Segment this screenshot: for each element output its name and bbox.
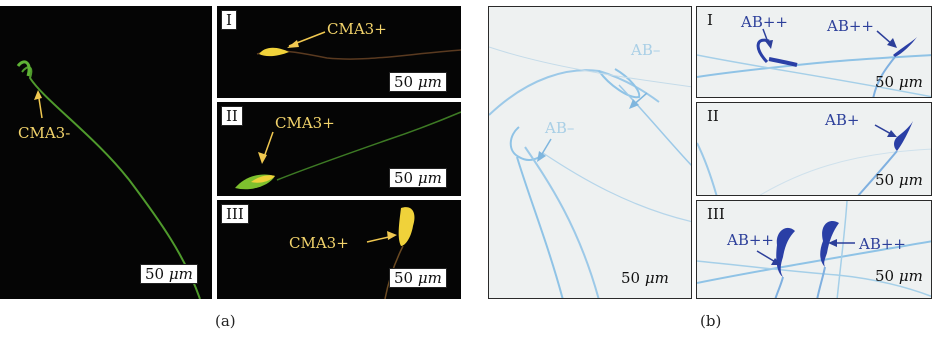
sperm-yellow-fluorescence: [256, 31, 461, 60]
ab-negative-label: AB–: [545, 119, 575, 137]
sperm-green-fluorescence: [16, 60, 201, 299]
ab-positive-label: AB+: [825, 111, 860, 129]
sperm-alcian-blue-stain: [697, 201, 931, 298]
scale-bar: 50 μm: [875, 171, 923, 189]
sperm-alcian-blue-stain: [697, 28, 931, 97]
panel-a-inset-2: II CMA3+ 50 μm: [217, 102, 461, 196]
panel-b-inset-2: II AB+ 50 μm: [696, 102, 932, 196]
panel-a-inset-3: III CMA3+ 50 μm: [217, 200, 461, 299]
scale-bar: 50 μm: [389, 72, 447, 92]
panel-a-main-image: CMA3- 50 μm: [0, 6, 212, 299]
ab-strong-positive-label: AB++: [859, 235, 906, 253]
scale-bar: 50 μm: [875, 267, 923, 285]
sperm-alcian-blue-stain: [489, 46, 691, 298]
inset-roman-label: III: [707, 205, 725, 223]
inset-roman-label: III: [221, 204, 249, 224]
cma3-positive-label: CMA3+: [327, 20, 387, 38]
panel-b-inset-3: III AB++ AB++ 50 μm: [696, 200, 932, 299]
cma3-positive-label: CMA3+: [289, 234, 349, 252]
panel-a-inset-1: I CMA3+ 50 μm: [217, 6, 461, 98]
panel-b-main-image: AB– AB– 50 μm: [488, 6, 692, 299]
inset-roman-label: II: [221, 106, 243, 126]
ab-negative-label: AB–: [631, 41, 661, 59]
sperm-alcian-blue-stain: [697, 121, 931, 195]
scale-bar: 50 μm: [389, 268, 447, 288]
inset-roman-label: II: [707, 107, 719, 125]
ab-strong-positive-label: AB++: [727, 231, 774, 249]
scale-bar: 50 μm: [621, 269, 669, 287]
panel-b-caption: (b): [700, 312, 722, 330]
inset-roman-label: I: [707, 11, 713, 29]
ab-strong-positive-label: AB++: [827, 17, 874, 35]
cma3-positive-label: CMA3+: [275, 114, 335, 132]
panel-a-caption: (a): [215, 312, 236, 330]
ab-strong-positive-label: AB++: [741, 13, 788, 31]
scale-bar: 50 μm: [389, 168, 447, 188]
panel-b-inset-1: I AB++ AB++ 50 μm: [696, 6, 932, 98]
cma3-negative-label: CMA3-: [18, 124, 71, 142]
inset-roman-label: I: [221, 10, 237, 30]
scale-bar: 50 μm: [140, 264, 198, 284]
sperm-yellow-fluorescence: [235, 111, 461, 190]
scale-bar: 50 μm: [875, 73, 923, 91]
